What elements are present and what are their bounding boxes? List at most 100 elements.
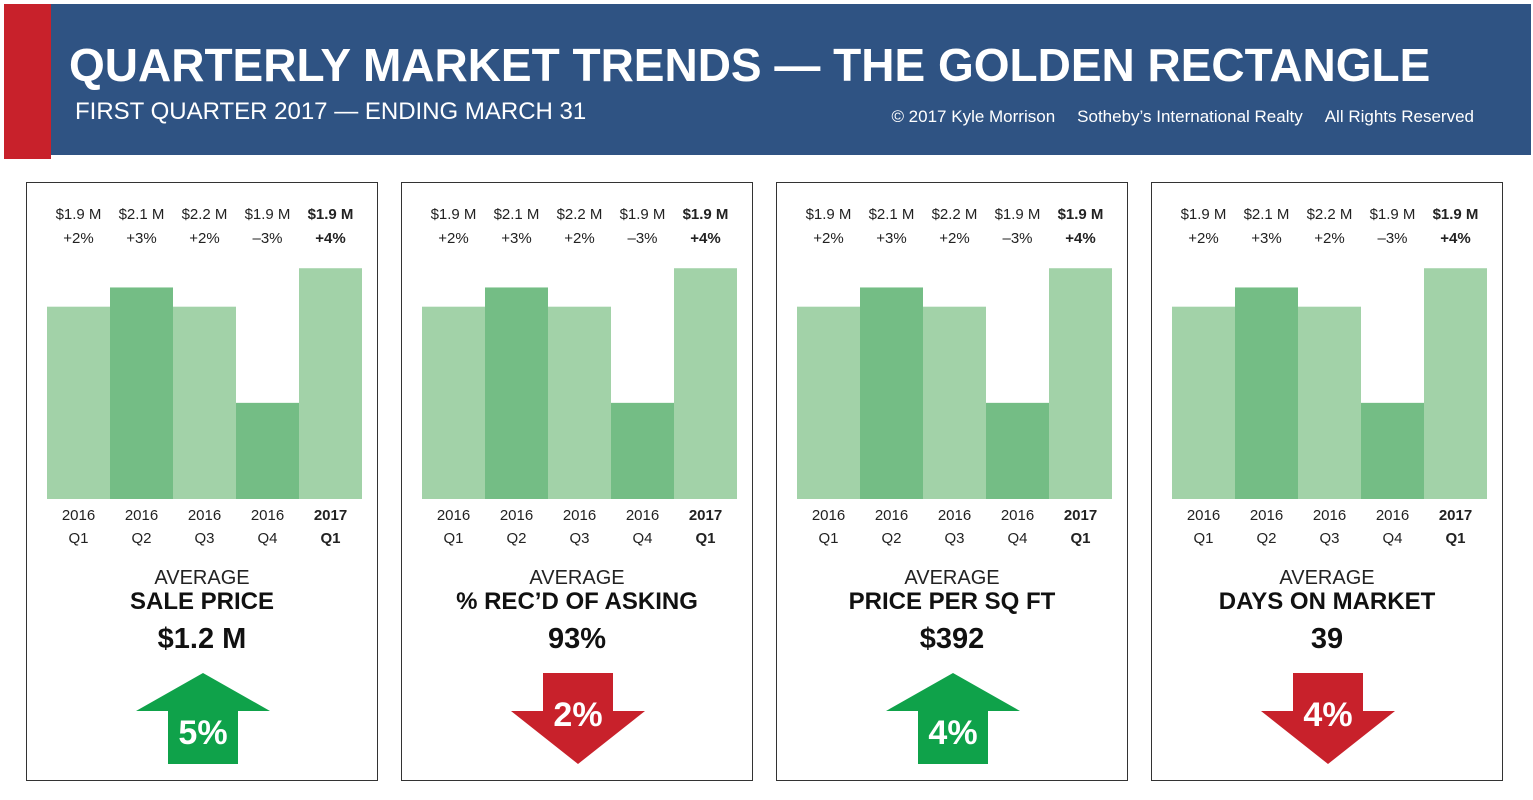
category-quarter: Q3 bbox=[944, 530, 965, 547]
trend-arrow-svg: 5% bbox=[136, 673, 270, 764]
bar-value-label: $1.9 M bbox=[805, 206, 852, 223]
category-quarter: Q3 bbox=[1319, 530, 1340, 547]
bar-change-label: +2% bbox=[939, 230, 970, 247]
metric-value: $392 bbox=[919, 623, 985, 655]
bar-plot bbox=[797, 249, 1112, 499]
category-label: 2017 Q1 bbox=[299, 504, 362, 550]
category-year: 2016 bbox=[1000, 507, 1035, 524]
bar-change-label: +3% bbox=[501, 230, 532, 247]
bar bbox=[422, 306, 485, 499]
chart-panel-2: $1.9 M +2% $2.1 M +3% $2.2 M +2% $1.9 M –3% $1.9… bbox=[401, 182, 753, 781]
bar-plot bbox=[47, 249, 362, 499]
bar bbox=[1172, 306, 1235, 499]
trend-percent-label: 4% bbox=[1303, 696, 1352, 734]
bar-value-labels: $1.9 M +2% $2.1 M +3% $2.2 M +2% $1.9 M –3% $1.9… bbox=[797, 203, 1112, 253]
bar-label: $2.1 M +3% bbox=[1235, 203, 1298, 251]
category-label: 2016 Q1 bbox=[797, 504, 860, 550]
category-year: 2016 bbox=[874, 507, 909, 524]
bar bbox=[1235, 287, 1298, 499]
bar-value-label: $2.1 M bbox=[1243, 206, 1290, 223]
bar-label: $1.9 M +4% bbox=[674, 203, 737, 251]
category-quarter: Q1 bbox=[1193, 530, 1214, 547]
bar-label: $2.2 M +2% bbox=[1298, 203, 1361, 251]
category-year: 2016 bbox=[1249, 507, 1284, 524]
bar-value-label: $1.9 M bbox=[1057, 206, 1104, 223]
bar-value-label: $2.1 M bbox=[868, 206, 915, 223]
bar-value-label: $2.2 M bbox=[556, 206, 603, 223]
category-quarter: Q1 bbox=[818, 530, 839, 547]
category-year: 2016 bbox=[436, 507, 471, 524]
category-label: 2016 Q2 bbox=[110, 504, 173, 550]
category-label: 2016 Q1 bbox=[1172, 504, 1235, 550]
credit-copyright: © 2017 Kyle Morrison bbox=[891, 107, 1056, 126]
bar bbox=[110, 287, 173, 499]
category-quarter: Q1 bbox=[695, 530, 716, 547]
bar-label: $2.1 M +3% bbox=[485, 203, 548, 251]
bar-change-label: –3% bbox=[252, 230, 283, 247]
category-labels: 2016 Q1 2016 Q2 2016 Q3 2016 Q4 2017 Q1 bbox=[797, 504, 1112, 552]
metric-value: 93% bbox=[547, 623, 607, 655]
bar bbox=[47, 306, 110, 499]
credit-company: Sotheby’s International Realty bbox=[1077, 107, 1303, 126]
category-year: 2016 bbox=[1375, 507, 1410, 524]
category-year: 2017 bbox=[688, 507, 723, 524]
bar-change-label: +4% bbox=[315, 230, 346, 247]
bar-change-label: +2% bbox=[1314, 230, 1345, 247]
bar-value-label: $1.9 M bbox=[55, 206, 102, 223]
bar-value-labels: $1.9 M +2% $2.1 M +3% $2.2 M +2% $1.9 M –3% $1.9… bbox=[1172, 203, 1487, 253]
category-quarter: Q4 bbox=[1007, 530, 1028, 547]
category-label: 2016 Q2 bbox=[860, 504, 923, 550]
category-quarter: Q1 bbox=[443, 530, 464, 547]
category-label: 2016 Q4 bbox=[611, 504, 674, 550]
bar-label: $1.9 M +2% bbox=[1172, 203, 1235, 251]
category-label: 2016 Q4 bbox=[986, 504, 1049, 550]
category-year: 2016 bbox=[625, 507, 660, 524]
bar-label: $1.9 M +2% bbox=[797, 203, 860, 251]
bar-change-label: –3% bbox=[1377, 230, 1408, 247]
bar-change-label: +4% bbox=[690, 230, 721, 247]
category-year: 2016 bbox=[1312, 507, 1347, 524]
category-year: 2017 bbox=[313, 507, 348, 524]
category-label: 2016 Q1 bbox=[422, 504, 485, 550]
bar bbox=[1361, 402, 1424, 499]
bar-change-label: +2% bbox=[63, 230, 94, 247]
metric-prefix: AVERAGE bbox=[904, 567, 1000, 589]
bar-label: $1.9 M –3% bbox=[611, 203, 674, 251]
category-year: 2016 bbox=[499, 507, 534, 524]
metric-value: 39 bbox=[1310, 623, 1344, 655]
bar-change-label: +3% bbox=[126, 230, 157, 247]
category-year: 2017 bbox=[1063, 507, 1098, 524]
bar-chart-svg bbox=[797, 268, 1112, 499]
category-label: 2016 Q4 bbox=[236, 504, 299, 550]
metric-value: $1.2 M bbox=[157, 623, 247, 655]
bar bbox=[923, 306, 986, 499]
category-year: 2016 bbox=[61, 507, 96, 524]
bar bbox=[485, 287, 548, 499]
chart-panel-1: $1.9 M +2% $2.1 M +3% $2.2 M +2% $1.9 M –3% $1.9… bbox=[26, 182, 378, 781]
bar-value-label: $1.9 M bbox=[994, 206, 1041, 223]
page-title: QUARTERLY MARKET TRENDS — THE GOLDEN REC… bbox=[69, 39, 1431, 91]
bar-label: $1.9 M +4% bbox=[1049, 203, 1112, 251]
trend-percent-label: 4% bbox=[928, 714, 977, 752]
bar-change-label: +2% bbox=[189, 230, 220, 247]
category-label: 2016 Q3 bbox=[548, 504, 611, 550]
bar-change-label: +2% bbox=[438, 230, 469, 247]
metric-prefix: AVERAGE bbox=[529, 567, 625, 589]
bar-value-label: $2.2 M bbox=[181, 206, 228, 223]
bar bbox=[1424, 268, 1487, 499]
bar bbox=[173, 306, 236, 499]
category-label: 2016 Q2 bbox=[1235, 504, 1298, 550]
arrow-shape bbox=[136, 673, 270, 764]
bar bbox=[797, 306, 860, 499]
bar bbox=[548, 306, 611, 499]
bar bbox=[986, 402, 1049, 499]
bar bbox=[1298, 306, 1361, 499]
bar-label: $1.9 M +4% bbox=[299, 203, 362, 251]
bar-change-label: +3% bbox=[1251, 230, 1282, 247]
bar-label: $2.1 M +3% bbox=[110, 203, 173, 251]
category-label: 2016 Q3 bbox=[1298, 504, 1361, 550]
bar-change-label: +3% bbox=[876, 230, 907, 247]
category-label: 2016 Q3 bbox=[173, 504, 236, 550]
chart-panel-4: $1.9 M +2% $2.1 M +3% $2.2 M +2% $1.9 M –3% $1.9… bbox=[1151, 182, 1503, 781]
bar bbox=[860, 287, 923, 499]
